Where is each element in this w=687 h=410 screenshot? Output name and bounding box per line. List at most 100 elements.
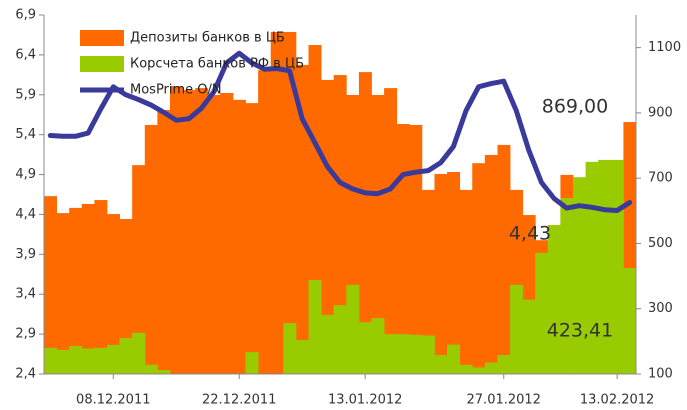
area-step: [144, 364, 158, 374]
area-step: [182, 90, 196, 375]
area-step: [434, 355, 448, 374]
area-step: [106, 214, 120, 374]
y-tick-label: 2,4: [15, 367, 36, 382]
area-step: [220, 93, 234, 374]
area-step: [585, 161, 599, 374]
area-step: [81, 348, 95, 374]
area-step: [409, 124, 423, 374]
y2-tick-label: 500: [648, 236, 673, 251]
area-step: [421, 189, 435, 374]
y-tick-label: 3,4: [15, 287, 36, 302]
y2-tick-label: 700: [648, 171, 673, 186]
area-step: [106, 344, 120, 374]
y2-tick-label: 1100: [648, 40, 681, 55]
area-step: [195, 88, 209, 374]
area-step: [333, 75, 347, 375]
area-step: [384, 334, 398, 374]
legend-label: MosPrime O/N: [130, 83, 222, 98]
area-step: [472, 163, 486, 374]
annotation: 4,43: [509, 223, 551, 245]
area-step: [245, 103, 259, 375]
area-step: [384, 88, 398, 374]
area-step: [333, 305, 347, 374]
area-step: [459, 364, 473, 374]
area-step: [484, 155, 498, 374]
area-step: [497, 355, 511, 374]
area-step: [44, 196, 57, 374]
area-step: [94, 200, 108, 374]
y-tick-label: 3,9: [15, 247, 36, 262]
area-step: [132, 332, 146, 374]
area-step: [484, 362, 498, 374]
area-step: [447, 171, 461, 374]
area-step: [169, 86, 183, 374]
legend-swatch: [80, 56, 124, 72]
area-step: [560, 198, 574, 374]
overlay: 2,4 2,9 3,4 3,9 4,4 4,9 5,4 5,9 6,4 6,9 100 300 500 7…: [15, 8, 681, 408]
area-step: [295, 64, 309, 374]
legend-label: Депозиты банков в ЦБ: [130, 31, 285, 46]
area-step: [144, 124, 158, 374]
area-step: [258, 70, 272, 374]
area-step: [358, 322, 372, 374]
area-step: [94, 347, 108, 374]
area-step: [81, 203, 95, 374]
area-step: [119, 338, 133, 374]
area-step: [321, 79, 335, 375]
area-step: [358, 72, 372, 374]
y-tick-label: 6,9: [15, 8, 36, 23]
area-step: [69, 207, 83, 374]
y2-tick-label: 100: [648, 367, 673, 382]
x-tick-label: 13.02.2012: [580, 393, 654, 408]
y-tick-label: 4,4: [15, 207, 36, 222]
x-tick-label: 08.12.2011: [76, 393, 150, 408]
y-tick-label: 2,9: [15, 327, 36, 342]
area-step: [434, 173, 448, 374]
area-step: [371, 318, 385, 374]
area-step: [132, 165, 146, 374]
x-tick-label: 27.01.2012: [467, 393, 541, 408]
annotation: 423,41: [547, 320, 613, 342]
annotation: 869,00: [542, 96, 608, 118]
area-step: [346, 284, 360, 374]
x-tick-label: 13.01.2012: [328, 393, 402, 408]
area-step: [56, 213, 70, 374]
x-tick-label: 22.12.2011: [202, 393, 276, 408]
y-tick-label: 5,4: [15, 127, 36, 142]
area-step: [472, 367, 486, 374]
area-step: [459, 189, 473, 374]
area-step: [598, 159, 612, 374]
legend-swatch: [80, 30, 124, 46]
area-step: [69, 345, 83, 374]
area-step: [623, 267, 637, 374]
y-tick-label: 4,9: [15, 167, 36, 182]
plot: [44, 31, 637, 375]
y-tick-label: 6,4: [15, 47, 36, 62]
y-tick-label: 5,9: [15, 87, 36, 102]
area-step: [447, 344, 461, 374]
area-step: [232, 99, 246, 374]
area-step: [56, 349, 70, 374]
area-step: [396, 124, 410, 374]
area-step: [119, 218, 133, 374]
area-step: [421, 335, 435, 374]
area-step: [510, 284, 524, 374]
area-step: [245, 352, 259, 374]
area-step: [522, 299, 536, 374]
area-step: [547, 225, 561, 374]
area-step: [157, 109, 171, 375]
area-step: [44, 347, 57, 374]
y2-tick-label: 900: [648, 105, 673, 120]
area-step: [283, 323, 297, 374]
area-step: [371, 94, 385, 374]
area-step: [283, 31, 297, 374]
area-step: [497, 144, 511, 374]
area-step: [535, 252, 549, 374]
area-step: [409, 334, 423, 374]
area-step: [157, 370, 171, 374]
y2-tick-label: 300: [648, 301, 673, 316]
area-step: [610, 159, 624, 374]
area-step: [396, 334, 410, 374]
line: [47, 50, 633, 213]
